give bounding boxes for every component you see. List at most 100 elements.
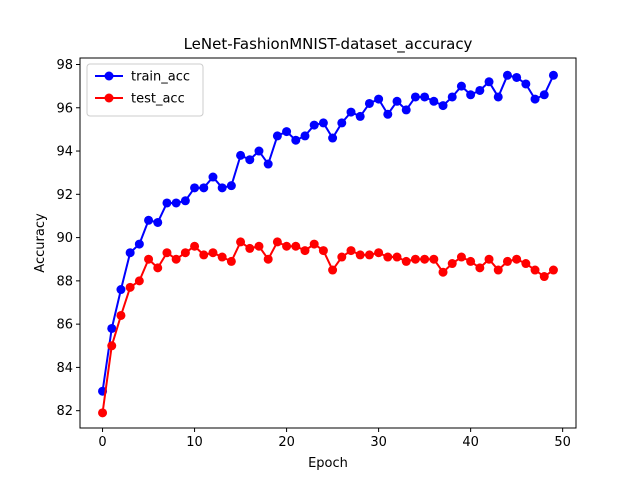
test_acc-point <box>337 252 347 262</box>
test_acc-point <box>383 252 393 262</box>
test_acc-point <box>116 310 126 320</box>
test_acc-point <box>521 259 531 269</box>
test_acc-point <box>392 252 402 262</box>
train_acc-point <box>263 159 273 169</box>
test_acc-point <box>493 265 503 275</box>
x-tick-label: 20 <box>278 435 295 450</box>
train_acc-point <box>438 101 448 111</box>
test_acc-point <box>291 241 301 251</box>
legend: train_acc test_acc <box>86 63 204 117</box>
train_acc-point <box>355 111 365 121</box>
train_acc-point <box>144 215 154 225</box>
x-tick-label: 50 <box>554 435 571 450</box>
test_acc-point <box>530 265 540 275</box>
train_acc-point <box>180 196 190 206</box>
y-tick-label: 98 <box>56 58 73 73</box>
test_acc-point <box>98 408 108 418</box>
test_acc-point <box>410 254 420 264</box>
plot-area <box>98 70 558 418</box>
train_acc-point <box>466 90 476 100</box>
train_acc-point <box>107 323 117 333</box>
test_acc-point <box>438 267 448 277</box>
test_acc-point <box>272 237 282 247</box>
train_acc-point <box>346 107 356 117</box>
train_acc-point <box>539 90 549 100</box>
test_acc-point <box>282 241 292 251</box>
test_acc-point <box>475 263 485 273</box>
train_acc-point <box>364 98 374 108</box>
test_acc-point <box>217 252 227 262</box>
test_acc-point <box>456 252 466 262</box>
train_acc-point <box>190 183 200 193</box>
test_acc-point <box>420 254 430 264</box>
test_acc-point <box>466 256 476 266</box>
train_acc-point <box>475 85 485 95</box>
train_acc-point <box>410 92 420 102</box>
train_acc-point <box>153 217 163 227</box>
x-tick-label: 10 <box>186 435 203 450</box>
train_acc-point <box>199 183 209 193</box>
y-axis-label: Accuracy <box>33 213 48 273</box>
train_acc-point <box>512 72 522 82</box>
train_acc-point <box>217 183 227 193</box>
x-axis-label: Epoch <box>308 456 348 471</box>
test_acc-point <box>346 246 356 256</box>
test_acc-point <box>484 254 494 264</box>
test_acc-point <box>364 250 374 260</box>
test_acc-point <box>125 282 135 292</box>
test_acc-point <box>245 243 255 253</box>
train_acc-point <box>493 92 503 102</box>
test_acc-point <box>254 241 264 251</box>
chart-title: LeNet-FashionMNIST-dataset_accuracy <box>184 35 473 54</box>
train_acc-point <box>245 155 255 165</box>
test_acc-point <box>144 254 154 264</box>
test_acc-point <box>171 254 181 264</box>
test_acc-point <box>374 248 384 258</box>
test_acc-point <box>355 250 365 260</box>
train_acc-point <box>401 105 411 115</box>
train_acc-point <box>429 96 439 106</box>
test_acc-point <box>162 248 172 258</box>
test_acc-point <box>328 265 338 275</box>
test_acc-point <box>447 259 457 269</box>
test_acc-point <box>199 250 209 260</box>
test_acc-legend-label: test_acc <box>131 92 185 107</box>
test_acc-point <box>309 239 319 249</box>
test_acc-point <box>512 254 522 264</box>
train_acc-point <box>383 109 393 119</box>
train_acc-point <box>236 150 246 160</box>
test_acc-point <box>226 256 236 266</box>
x-tick-label: 40 <box>462 435 479 450</box>
train_acc-point <box>116 285 126 295</box>
train_acc-point <box>420 92 430 102</box>
test_acc-point <box>180 248 190 258</box>
y-tick-label: 88 <box>56 274 73 289</box>
axis-ticks: 0 10 20 30 40 50 82 84 86 88 90 92 94 96 98 <box>56 58 570 450</box>
train_acc-legend-marker <box>104 71 114 81</box>
train_acc-point <box>171 198 181 208</box>
train_acc-point <box>530 94 540 104</box>
test_acc-point <box>236 237 246 247</box>
train_acc-point <box>392 96 402 106</box>
train_acc-point <box>484 77 494 87</box>
test_acc-point <box>263 254 273 264</box>
train_acc-point <box>502 70 512 80</box>
test_acc-point <box>318 246 328 256</box>
train_acc-point <box>309 120 319 130</box>
train_acc-point <box>272 131 282 141</box>
test_acc-legend-marker <box>104 93 114 103</box>
train_acc-point <box>291 135 301 145</box>
test_acc-point <box>548 265 558 275</box>
test_acc-point <box>208 248 218 258</box>
test_acc-point <box>153 263 163 273</box>
test_acc-point <box>107 341 117 351</box>
y-tick-label: 82 <box>56 404 73 419</box>
train_acc-point <box>521 79 531 89</box>
test_acc-point <box>539 272 549 282</box>
y-tick-label: 84 <box>56 361 73 376</box>
train_acc-point <box>447 92 457 102</box>
train_acc-point <box>226 181 236 191</box>
train_acc-point <box>282 127 292 137</box>
train_acc-point <box>318 118 328 128</box>
